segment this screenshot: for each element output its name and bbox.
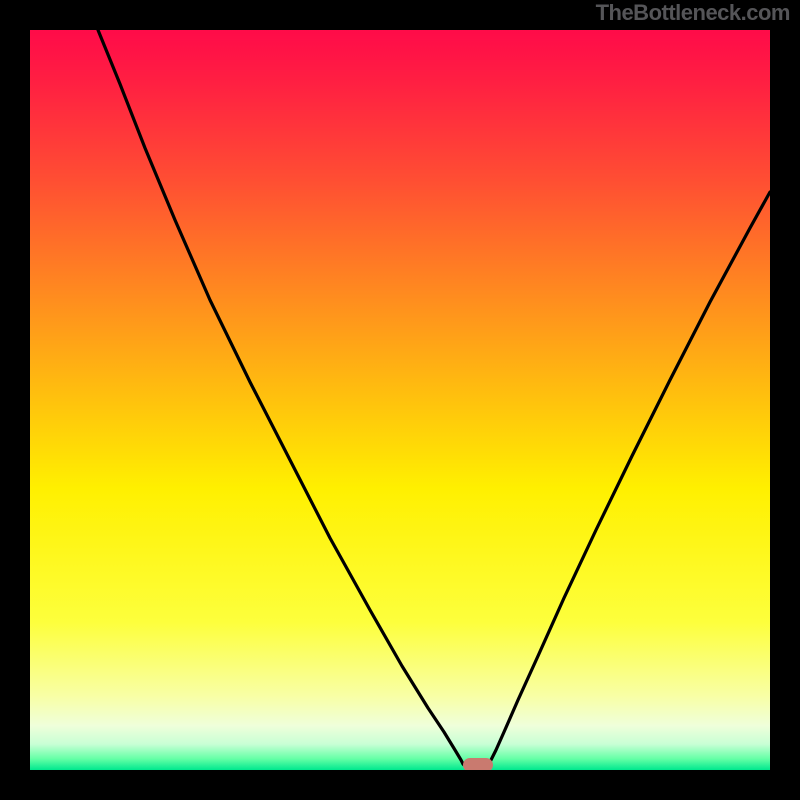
bottleneck-chart: [0, 0, 800, 800]
optimal-marker: [463, 758, 493, 772]
watermark-text: TheBottleneck.com: [596, 0, 790, 26]
chart-canvas: TheBottleneck.com: [0, 0, 800, 800]
